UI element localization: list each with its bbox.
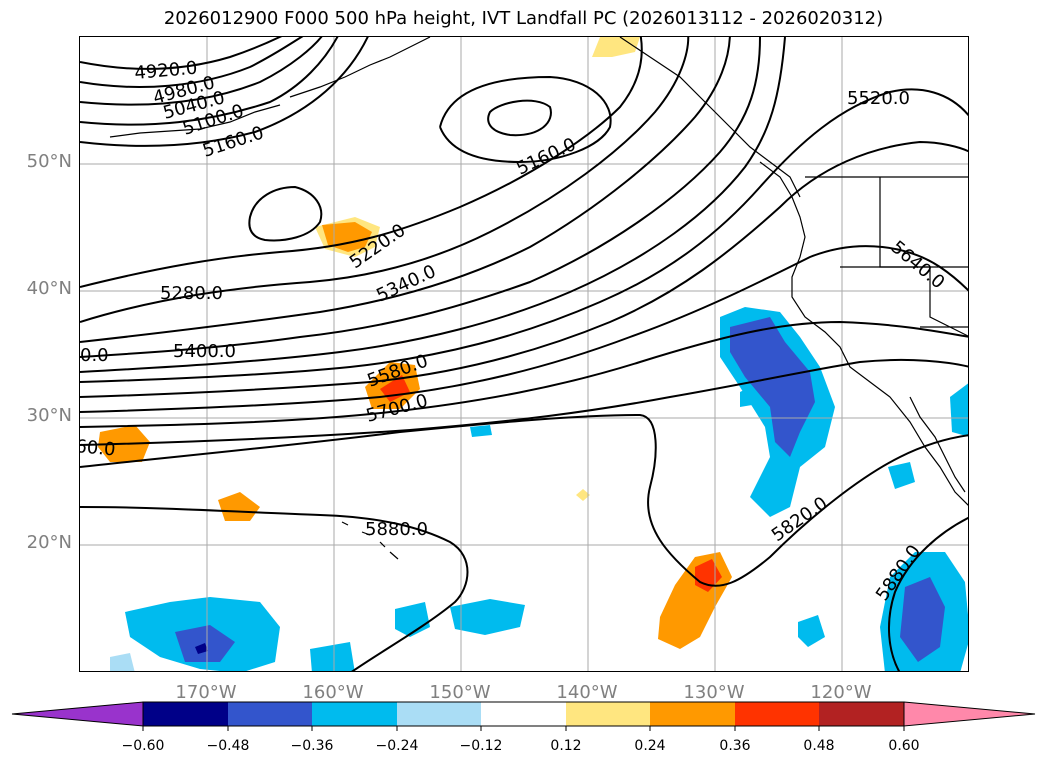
lon-label: 140°W xyxy=(556,682,618,703)
colorbar-tick-label: −0.48 xyxy=(206,738,250,754)
lon-label: 120°W xyxy=(810,682,872,703)
fill-patch-negative xyxy=(900,577,945,662)
colorbar-extend-low xyxy=(11,701,144,727)
map-canvas: 4920.0 4980.0 5040.0 5100.0 5160.0 5160.… xyxy=(80,37,968,671)
colorbar-extend-high xyxy=(903,701,1036,727)
contour-label: 0.0 xyxy=(80,345,109,366)
contour-label: 60.0 xyxy=(80,436,116,460)
alaska-panhandle xyxy=(619,37,801,198)
colorbar-tick-label: 0.12 xyxy=(550,738,582,754)
fill-patch-negative xyxy=(395,602,430,637)
colorbar-tick-label: −0.12 xyxy=(459,738,503,754)
contour-5100 xyxy=(80,37,339,126)
fill-patch-negative xyxy=(470,425,492,437)
contour-label: 5280.0 xyxy=(160,283,223,304)
colorbar-segment xyxy=(566,702,650,726)
lat-label: 50°N xyxy=(26,151,72,172)
contour-5460 xyxy=(80,37,786,373)
hawaii-islands xyxy=(341,521,399,560)
contour-label: 5520.0 xyxy=(847,88,910,109)
contour-label: 5400.0 xyxy=(173,341,236,362)
fill-patch-negative xyxy=(310,642,355,671)
contour-5220 xyxy=(80,37,643,288)
height-contours xyxy=(80,37,968,671)
colorbar xyxy=(11,701,1036,731)
colorbar-segment xyxy=(397,702,481,726)
fill-patch-positive xyxy=(576,489,590,501)
fill-patch-negative xyxy=(798,615,825,647)
contour-5700 xyxy=(80,320,968,428)
contour-low-center xyxy=(487,99,552,137)
colorbar-segment xyxy=(735,702,819,726)
colorbar-tick-label: 0.36 xyxy=(719,738,751,754)
state-border xyxy=(840,266,968,328)
lon-label: 170°W xyxy=(175,682,237,703)
lon-label: 160°W xyxy=(302,682,364,703)
contour-label: 5880.0 xyxy=(365,519,428,540)
contour-5160-ring xyxy=(439,75,612,164)
fill-patch-negative xyxy=(730,317,815,457)
baja-coast xyxy=(909,396,966,493)
contour-5520 xyxy=(80,88,968,383)
lon-label: 130°W xyxy=(683,682,745,703)
contour-5820 xyxy=(80,413,968,587)
fill-patch-negative xyxy=(450,599,525,635)
map-panel[interactable]: 4920.0 4980.0 5040.0 5100.0 5160.0 5160.… xyxy=(79,36,969,672)
contour-labels: 4920.0 4980.0 5040.0 5100.0 5160.0 5160.… xyxy=(80,58,949,605)
contour-5580 xyxy=(80,140,968,398)
colorbar-segment xyxy=(143,702,228,726)
colorbar-tick-label: 0.48 xyxy=(803,738,835,754)
fill-patch-negative xyxy=(740,387,752,407)
contour-4920 xyxy=(80,37,283,70)
fill-patch-positive xyxy=(658,552,732,649)
contour-5040 xyxy=(80,37,323,106)
colorbar-tick-label: 0.60 xyxy=(888,738,920,754)
fill-patch-negative xyxy=(888,462,915,489)
lat-label: 30°N xyxy=(26,405,72,426)
contour-5400 xyxy=(80,37,761,358)
contour-5640 xyxy=(80,245,968,413)
contour-5340 xyxy=(80,37,731,343)
lon-label: 150°W xyxy=(429,682,491,703)
fill-patch-positive xyxy=(218,492,260,521)
contour-5160-west xyxy=(80,37,369,147)
colorbar-segment xyxy=(819,702,904,726)
fill-patch-negative xyxy=(110,653,135,671)
contour-label: 5640.0 xyxy=(887,237,949,294)
colorbar-segment xyxy=(650,702,735,726)
contour-closed-small xyxy=(248,185,323,242)
fill-patch-negative xyxy=(195,643,208,654)
contour-5760 xyxy=(80,358,968,446)
aleutian-islands xyxy=(109,104,281,138)
colorbar-tick-label: 0.24 xyxy=(634,738,666,754)
contour-label: 5340.0 xyxy=(373,261,439,307)
lat-label: 40°N xyxy=(26,278,72,299)
ivt-fill-layer xyxy=(98,37,968,671)
contour-label: 5160.0 xyxy=(513,134,579,180)
contour-5880-east xyxy=(887,516,968,671)
map-title: 2026012900 F000 500 hPa height, IVT Land… xyxy=(163,8,884,29)
colorbar-segment xyxy=(228,702,312,726)
colorbar-tick-label: −0.24 xyxy=(375,738,419,754)
colorbar-segment xyxy=(481,702,566,726)
contour-4980 xyxy=(80,37,304,88)
colorbar-tick-label: −0.36 xyxy=(290,738,334,754)
fill-patch-positive xyxy=(592,37,640,57)
colorbar-tick-label: −0.60 xyxy=(121,738,165,754)
lat-label: 20°N xyxy=(26,532,72,553)
alaska-coast xyxy=(289,37,431,98)
fill-patch-negative xyxy=(950,383,968,437)
contour-5280 xyxy=(80,37,690,323)
colorbar-segment xyxy=(312,702,397,726)
contour-5880-west xyxy=(80,506,469,671)
